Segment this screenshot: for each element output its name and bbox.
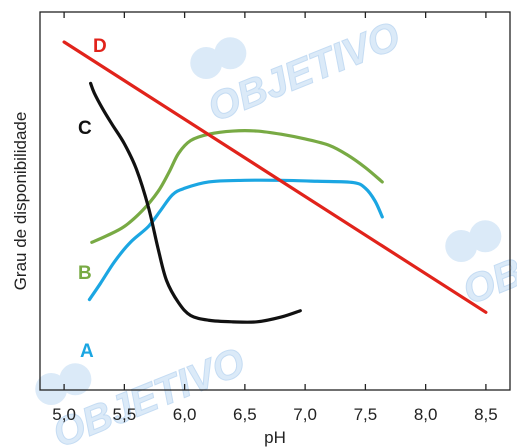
x-tick-label: 6,0 — [173, 405, 197, 424]
watermark-circle-icon — [445, 229, 478, 262]
series-line-c — [89, 81, 302, 324]
watermark-circle-icon — [469, 220, 502, 253]
watermark-logo: OBJETIVO — [190, 13, 406, 131]
watermark-circle-icon — [190, 46, 223, 79]
x-tick-label: 7,0 — [293, 405, 317, 424]
x-tick-label: 7,5 — [354, 405, 378, 424]
x-axis-ticks: 5,0 5,5 6,0 6,5 7,0 7,5 8,0 8,5 — [52, 12, 498, 424]
x-tick-label: 8,0 — [414, 405, 438, 424]
series-line-b — [90, 129, 384, 244]
series-label-c: C — [78, 118, 92, 139]
series-layer — [62, 40, 488, 324]
x-tick-label: 6,5 — [233, 405, 257, 424]
watermark-circle-icon — [35, 372, 68, 405]
x-tick-label: 8,5 — [474, 405, 498, 424]
x-tick-label: 5,0 — [52, 405, 76, 424]
series-label-b: B — [78, 263, 92, 284]
y-axis-title: Grau de disponibilidade — [11, 112, 30, 291]
x-axis-title: pH — [264, 428, 286, 447]
plot-frame — [39, 11, 511, 391]
watermark-logo: OBJETIVO — [35, 339, 251, 447]
watermark-circle-icon — [214, 37, 247, 70]
watermark-circle-icon — [59, 363, 92, 396]
series-label-d: D — [93, 36, 107, 57]
series-labels: A B C D — [78, 36, 107, 362]
watermark-text: OBJETIVO — [202, 14, 406, 131]
series-line-d — [62, 40, 488, 314]
series-label-a: A — [80, 341, 94, 362]
x-tick-label: 5,5 — [113, 405, 137, 424]
series-line-a — [87, 178, 384, 302]
